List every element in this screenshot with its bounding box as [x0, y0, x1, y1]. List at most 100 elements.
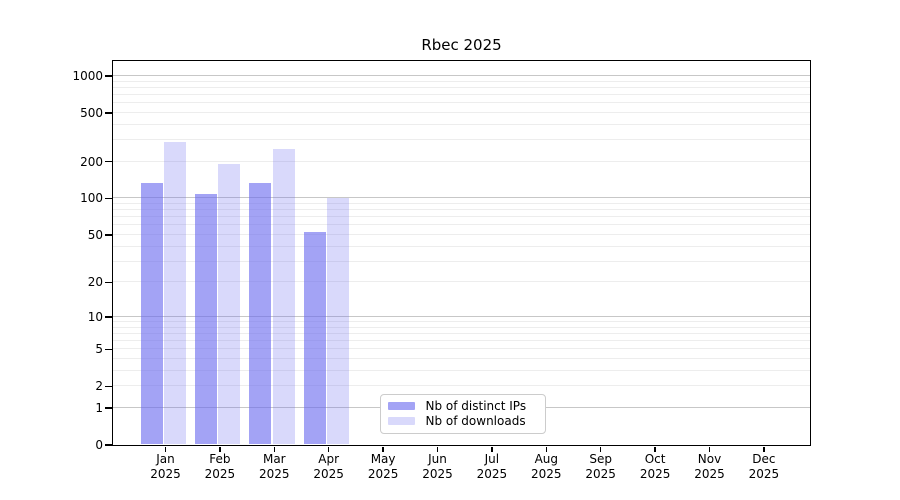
y-tick-mark-1	[105, 407, 112, 409]
gridline-900	[112, 80, 810, 82]
y-tick-mark-200	[105, 160, 112, 163]
x-tick-mark-sep	[599, 446, 602, 452]
y-tick-label-1000: 1000	[72, 68, 103, 83]
y-tick-mark-100	[105, 197, 112, 200]
x-tick-label-dec: Dec 2025	[732, 452, 796, 482]
bar-distinct-ips-feb	[194, 194, 217, 445]
legend-swatch-distinct-ips	[387, 401, 415, 411]
y-tick-label-5: 5	[95, 342, 103, 357]
x-tick-mark-jun	[436, 446, 439, 452]
gridline-2	[112, 385, 810, 387]
y-tick-label-500: 500	[80, 105, 103, 120]
x-tick-label-month: Jun	[428, 452, 447, 466]
chart-title: Rbec 2025	[421, 36, 502, 54]
x-tick-label-year: 2025	[531, 467, 562, 481]
legend-item-distinct-ips: Nb of distinct IPs	[387, 398, 539, 414]
x-tick-mark-nov	[708, 446, 711, 452]
x-tick-label-feb: Feb 2025	[188, 452, 252, 482]
y-tick-mark-5	[105, 348, 112, 351]
gridline-5	[112, 348, 810, 350]
legend-item-downloads: Nb of downloads	[387, 413, 539, 429]
x-tick-label-month: Mar	[262, 452, 286, 466]
bar-downloads-jan	[164, 142, 186, 445]
gridline-800	[112, 86, 810, 88]
y-tick-label-100: 100	[80, 191, 103, 206]
y-tick-label-0: 0	[95, 438, 103, 452]
gridline-4	[112, 358, 810, 360]
gridline-600	[112, 102, 810, 104]
bar-distinct-ips-mar	[249, 183, 272, 445]
x-tick-label-year: 2025	[694, 467, 725, 481]
x-tick-label-month: Oct	[644, 452, 666, 466]
gridline-6	[112, 340, 810, 342]
x-tick-label-year: 2025	[204, 467, 236, 481]
gridline-20	[112, 281, 810, 283]
bar-downloads-feb	[218, 164, 241, 445]
x-tick-label-year: 2025	[422, 467, 453, 481]
legend-label-distinct-ips: Nb of distinct IPs	[425, 398, 527, 413]
gridline-3	[112, 369, 810, 371]
gridline-90	[112, 203, 810, 205]
plot-area: Nb of distinct IPs Nb of downloads	[111, 59, 811, 446]
x-tick-label-year: 2025	[476, 467, 508, 481]
x-tick-mark-may	[382, 446, 384, 452]
gridline-30	[112, 260, 810, 262]
bar-downloads-mar	[272, 149, 295, 445]
x-tick-label-year: 2025	[748, 467, 780, 481]
x-tick-label-month: Feb	[209, 452, 231, 466]
x-tick-label-month: Jul	[484, 452, 500, 466]
x-tick-label-month: Sep	[589, 452, 612, 466]
y-tick-label-20: 20	[87, 275, 103, 290]
gridline-8	[112, 326, 810, 328]
x-tick-label-oct: Oct 2025	[623, 452, 687, 482]
x-tick-label-month: May	[370, 452, 396, 466]
y-tick-label-2: 2	[95, 379, 103, 394]
x-tick-mark-dec	[763, 446, 765, 452]
x-tick-label-aug: Aug 2025	[514, 452, 578, 482]
y-tick-mark-10	[105, 316, 112, 318]
x-tick-mark-apr	[327, 446, 330, 452]
y-tick-mark-500	[105, 112, 112, 114]
x-tick-label-nov: Nov 2025	[678, 452, 742, 482]
x-tick-label-year: 2025	[585, 467, 616, 481]
legend-swatch-downloads	[387, 416, 415, 426]
x-tick-label-month: Jan	[156, 452, 175, 466]
x-tick-label-sep: Sep 2025	[569, 452, 633, 482]
x-tick-label-month: Apr	[318, 452, 340, 466]
x-tick-mark-aug	[545, 446, 548, 452]
y-tick-label-50: 50	[87, 227, 103, 242]
legend-label-downloads: Nb of downloads	[425, 413, 526, 428]
gridline-50	[112, 233, 810, 235]
x-tick-label-year: 2025	[367, 467, 399, 481]
y-tick-mark-1000	[105, 75, 112, 77]
x-tick-label-month: Aug	[534, 452, 559, 466]
y-tick-mark-20	[105, 281, 112, 284]
x-tick-label-year: 2025	[259, 467, 290, 481]
x-tick-label-year: 2025	[639, 467, 671, 481]
bar-distinct-ips-apr	[303, 232, 326, 445]
y-tick-label-1: 1	[95, 400, 103, 415]
legend: Nb of distinct IPs Nb of downloads	[379, 393, 546, 434]
x-tick-label-may: May 2025	[351, 452, 415, 482]
y-tick-mark-2	[105, 385, 112, 388]
x-tick-label-apr: Apr 2025	[297, 452, 361, 482]
x-tick-label-month: Dec	[752, 452, 776, 466]
gridline-1000	[112, 74, 810, 76]
gridline-70	[112, 216, 810, 218]
gridline-500	[112, 111, 810, 113]
x-tick-mark-oct	[654, 446, 656, 452]
y-tick-mark-0	[105, 444, 112, 446]
gridline-80	[112, 209, 810, 211]
gridline-10	[112, 315, 810, 317]
gridline-300	[112, 139, 810, 141]
gridline-400	[112, 123, 810, 125]
bar-downloads-apr	[327, 197, 350, 445]
gridline-60	[112, 224, 810, 226]
gridline-7	[112, 332, 810, 334]
y-tick-label-200: 200	[80, 154, 103, 169]
y-tick-mark-50	[105, 234, 112, 236]
bar-distinct-ips-jan	[140, 183, 163, 445]
x-tick-label-jun: Jun 2025	[406, 452, 470, 482]
x-tick-label-year: 2025	[150, 467, 181, 481]
